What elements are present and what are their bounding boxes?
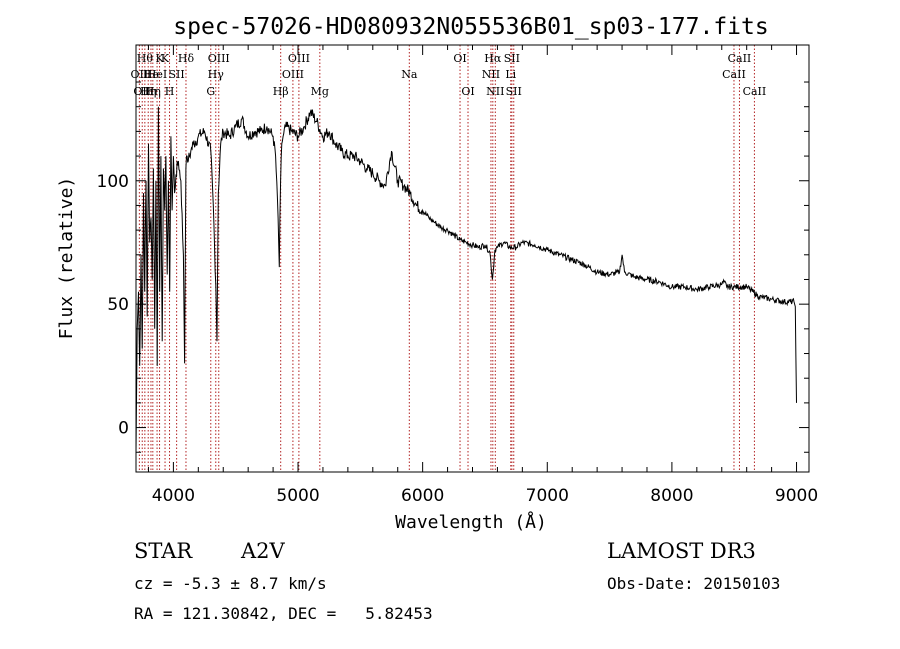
line-marker-label: Hβ bbox=[273, 85, 289, 98]
line-marker-label: OIII bbox=[282, 68, 304, 81]
line-marker-label: Hη bbox=[145, 85, 161, 98]
line-marker-label: OIII bbox=[288, 52, 310, 65]
x-tick-label: 7000 bbox=[526, 486, 569, 506]
plot-frame bbox=[135, 44, 810, 473]
object-class: STAR bbox=[134, 539, 193, 563]
line-marker-label: NII bbox=[486, 85, 504, 98]
y-axis-ticks: 0 50 100 bbox=[97, 81, 809, 453]
x-tick-label: 6000 bbox=[401, 486, 444, 506]
line-marker-label: K bbox=[161, 52, 170, 65]
line-marker-label: G bbox=[206, 85, 215, 98]
line-marker-label: Mg bbox=[311, 85, 329, 98]
line-marker-label: OI bbox=[461, 85, 474, 98]
x-tick-label: 5000 bbox=[276, 486, 319, 506]
line-marker-label: OIII bbox=[208, 52, 230, 65]
chart-title: spec-57026-HD080932N055536B01_sp03-177.f… bbox=[173, 14, 768, 40]
line-marker-label: Hα bbox=[484, 52, 502, 65]
line-marker-label: OII bbox=[131, 68, 149, 81]
line-marker-label: OI bbox=[453, 52, 466, 65]
line-marker-label: CaII bbox=[722, 68, 746, 81]
line-markers bbox=[138, 45, 755, 472]
x-tick-label: 4000 bbox=[152, 486, 195, 506]
x-tick-label: 8000 bbox=[650, 486, 693, 506]
line-marker-label: Na bbox=[401, 68, 418, 81]
line-marker-label: Li bbox=[505, 68, 516, 81]
y-tick-label: 50 bbox=[107, 295, 129, 315]
coordinates: RA = 121.30842, DEC = 5.82453 bbox=[134, 604, 433, 623]
line-marker-label: Hη bbox=[140, 85, 156, 98]
y-axis-label: Flux (relative) bbox=[56, 177, 77, 340]
line-marker-label: SII bbox=[504, 52, 520, 65]
line-marker-label: SII bbox=[506, 85, 522, 98]
line-marker-labels: OII OII Hθ Hη He Hη HeI KK H SII Hδ G Hγ OIII Hβ OIII OI… bbox=[131, 52, 767, 98]
spectrum-line bbox=[135, 106, 797, 453]
line-marker-label: K bbox=[155, 52, 164, 65]
x-axis-label: Wavelength (Å) bbox=[395, 511, 547, 533]
line-marker-label: SII bbox=[169, 68, 185, 81]
line-marker-label: OII bbox=[133, 85, 151, 98]
y-tick-label: 0 bbox=[118, 419, 129, 439]
x-tick-label: 9000 bbox=[775, 486, 818, 506]
line-marker-label: H bbox=[165, 85, 175, 98]
line-marker-label: CaII bbox=[743, 85, 767, 98]
y-tick-label: 100 bbox=[97, 172, 129, 192]
survey-name: LAMOST DR3 bbox=[607, 539, 756, 563]
object-subclass: A2V bbox=[241, 539, 285, 563]
x-axis-ticks: 4000 5000 6000 7000 8000 9000 bbox=[147, 45, 818, 506]
line-marker-label: CaII bbox=[728, 52, 752, 65]
line-marker-label: He bbox=[143, 68, 159, 81]
redshift-info: cz = -5.3 ± 8.7 km/s bbox=[134, 574, 327, 593]
line-marker-label: Hδ bbox=[178, 52, 195, 65]
line-marker-label: HeI bbox=[147, 68, 167, 81]
line-marker-label: NII bbox=[482, 68, 500, 81]
line-marker-label: Hθ bbox=[137, 52, 154, 65]
obs-date: Obs-Date: 20150103 bbox=[607, 574, 781, 593]
line-marker-label: Hγ bbox=[208, 68, 225, 81]
